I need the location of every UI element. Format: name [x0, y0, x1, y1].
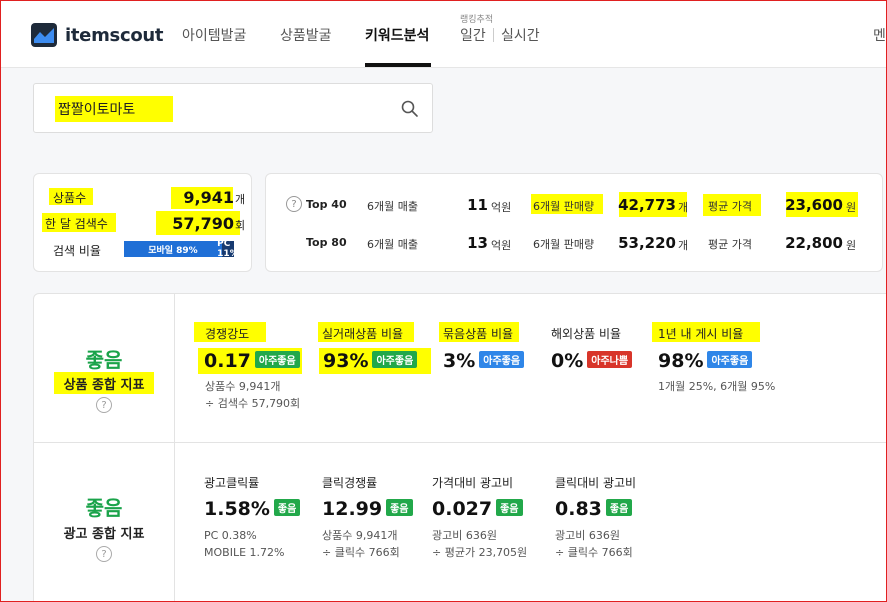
top80-qty-value: 53,220 — [618, 234, 676, 252]
click-competition-label: 클릭경쟁률 — [322, 476, 378, 490]
index-card: 좋음 상품 종합 지표 ? 경쟁강도 0.17 아주좋음 상품수 9,941개 ÷… — [33, 293, 886, 601]
top80-price-value: 22,800 — [785, 234, 843, 252]
real-trade-badge: 아주좋음 — [372, 351, 418, 368]
logo-text: itemscout — [65, 24, 164, 46]
competition-label: 경쟁강도 — [205, 327, 250, 341]
nav-item-menu[interactable]: 멘 — [873, 28, 886, 44]
top40-price-unit: 원 — [846, 201, 857, 214]
active-tab-indicator — [365, 63, 431, 67]
product-count-unit: 개 — [235, 193, 246, 206]
top80-sales-unit: 억원 — [491, 239, 512, 252]
mobile-ratio-text: 모바일 89% — [148, 245, 198, 256]
overseas-label: 해외상품 비율 — [551, 327, 622, 341]
keyword-search-box — [33, 83, 433, 133]
price-ad-cost-note-1: 광고비 636원 — [432, 529, 497, 542]
nav-divider — [493, 28, 494, 42]
product-count-value: 9,941 — [183, 188, 234, 207]
product-grade: 좋음 — [85, 348, 123, 372]
top40-price-label: 평균 가격 — [708, 200, 752, 213]
recent-post-value: 98% 아주좋음 — [658, 350, 753, 372]
click-ad-cost-label: 클릭대비 광고비 — [555, 476, 637, 490]
ad-ctr-note-2: MOBILE 1.72% — [204, 546, 285, 559]
click-ad-cost-note-1: 광고비 636원 — [555, 529, 620, 542]
overseas-badge: 아주나쁨 — [587, 351, 633, 368]
click-competition-badge: 좋음 — [386, 499, 413, 516]
ad-ctr-label: 광고클릭률 — [204, 476, 260, 490]
search-summary-card: 상품수 9,941 개 한 달 검색수 57,790 회 검색 비율 모바일 8… — [33, 173, 252, 272]
competition-note-1: 상품수 9,941개 — [205, 380, 281, 393]
bundle-label: 묶음상품 비율 — [443, 327, 514, 341]
pc-ratio-text: PC 11% — [217, 239, 239, 259]
bundle-value: 3% 아주좋음 — [443, 350, 525, 372]
click-ad-cost-note-2: ÷ 클릭수 766회 — [555, 546, 633, 559]
top40-qty-label: 6개월 판매량 — [533, 200, 595, 213]
top80-sales-label: 6개월 매출 — [367, 238, 418, 251]
top80-price-unit: 원 — [846, 239, 857, 252]
help-icon[interactable]: ? — [286, 196, 302, 212]
monthly-search-label: 한 달 검색수 — [45, 217, 108, 231]
top40-qty-unit: 개 — [678, 201, 689, 214]
click-competition-note-1: 상품수 9,941개 — [322, 529, 398, 542]
top40-sales-label: 6개월 매출 — [367, 200, 418, 213]
search-ratio-label: 검색 비율 — [53, 244, 101, 258]
search-icon[interactable] — [400, 99, 420, 119]
product-count-label: 상품수 — [53, 191, 87, 205]
click-ad-cost-value: 0.83 좋음 — [555, 498, 633, 520]
top-sales-card: ? Top 40 6개월 매출 11 억원 6개월 판매량 42,773 개 평… — [265, 173, 883, 272]
ad-ctr-badge: 좋음 — [273, 499, 301, 516]
nav-item-daily[interactable]: 일간 — [460, 28, 486, 44]
overseas-value: 0% 아주나쁨 — [551, 350, 633, 372]
competition-note-2: ÷ 검색수 57,790회 — [205, 397, 301, 410]
price-ad-cost-value: 0.027 좋음 — [432, 498, 523, 520]
rank-tracking-label: 랭킹추적 — [460, 15, 494, 25]
top80-qty-label: 6개월 판매량 — [533, 238, 595, 251]
click-ad-cost-badge: 좋음 — [605, 499, 633, 516]
real-trade-label: 실거래상품 비율 — [322, 327, 404, 341]
ad-help-icon[interactable]: ? — [96, 546, 112, 562]
monthly-search-unit: 회 — [235, 219, 246, 232]
recent-post-badge: 아주좋음 — [707, 351, 753, 368]
click-competition-note-2: ÷ 클릭수 766회 — [322, 546, 400, 559]
top-navigation-bar: itemscout 아이템발굴 상품발굴 키워드분석 랭킹추적 일간 실시간 멘 — [1, 1, 886, 68]
nav-item-discovery[interactable]: 아이템발굴 — [182, 28, 247, 44]
click-competition-value: 12.99 좋음 — [322, 498, 413, 520]
recent-post-note: 1개월 25%, 6개월 95% — [658, 380, 776, 393]
competition-value: 0.17 아주좋음 — [204, 350, 300, 372]
search-input[interactable] — [58, 97, 378, 121]
mobile-ratio-segment: 모바일 89% — [124, 241, 222, 257]
price-ad-cost-note-2: ÷ 평균가 23,705원 — [432, 546, 528, 559]
ad-index-title: 광고 종합 지표 — [63, 527, 145, 542]
index-horizontal-divider — [34, 442, 886, 443]
top80-label: Top 80 — [306, 236, 347, 249]
top40-sales-value: 11 — [467, 196, 488, 214]
real-trade-value: 93% 아주좋음 — [323, 350, 418, 372]
top40-qty-value: 42,773 — [618, 196, 676, 214]
top40-price-value: 23,600 — [785, 196, 843, 214]
ad-ctr-value: 1.58% 좋음 — [204, 498, 301, 520]
bundle-badge: 아주좋음 — [479, 351, 525, 368]
top80-qty-unit: 개 — [678, 239, 689, 252]
nav-item-product[interactable]: 상품발굴 — [280, 28, 332, 44]
index-vertical-divider — [174, 294, 175, 601]
product-index-title: 상품 종합 지표 — [63, 378, 145, 393]
competition-badge: 아주좋음 — [254, 351, 300, 368]
product-help-icon[interactable]: ? — [96, 397, 112, 413]
ad-ctr-note-1: PC 0.38% — [204, 529, 257, 542]
recent-post-label: 1년 내 게시 비율 — [658, 327, 744, 341]
ad-grade: 좋음 — [85, 496, 123, 520]
monthly-search-value: 57,790 — [172, 214, 234, 233]
top80-price-label: 평균 가격 — [708, 238, 752, 251]
top40-sales-unit: 억원 — [491, 201, 512, 214]
top40-label: Top 40 — [306, 198, 347, 211]
price-ad-cost-badge: 좋음 — [496, 499, 523, 516]
search-ratio-bar: 모바일 89% PC 11% — [124, 239, 239, 259]
pc-ratio-segment: PC 11% — [217, 239, 239, 259]
nav-item-realtime[interactable]: 실시간 — [501, 28, 540, 44]
nav-item-keyword[interactable]: 키워드분석 — [365, 28, 430, 44]
price-ad-cost-label: 가격대비 광고비 — [432, 476, 514, 490]
logo[interactable]: itemscout — [31, 23, 164, 47]
top80-sales-value: 13 — [467, 234, 488, 252]
itemscout-logo-icon — [31, 23, 57, 47]
